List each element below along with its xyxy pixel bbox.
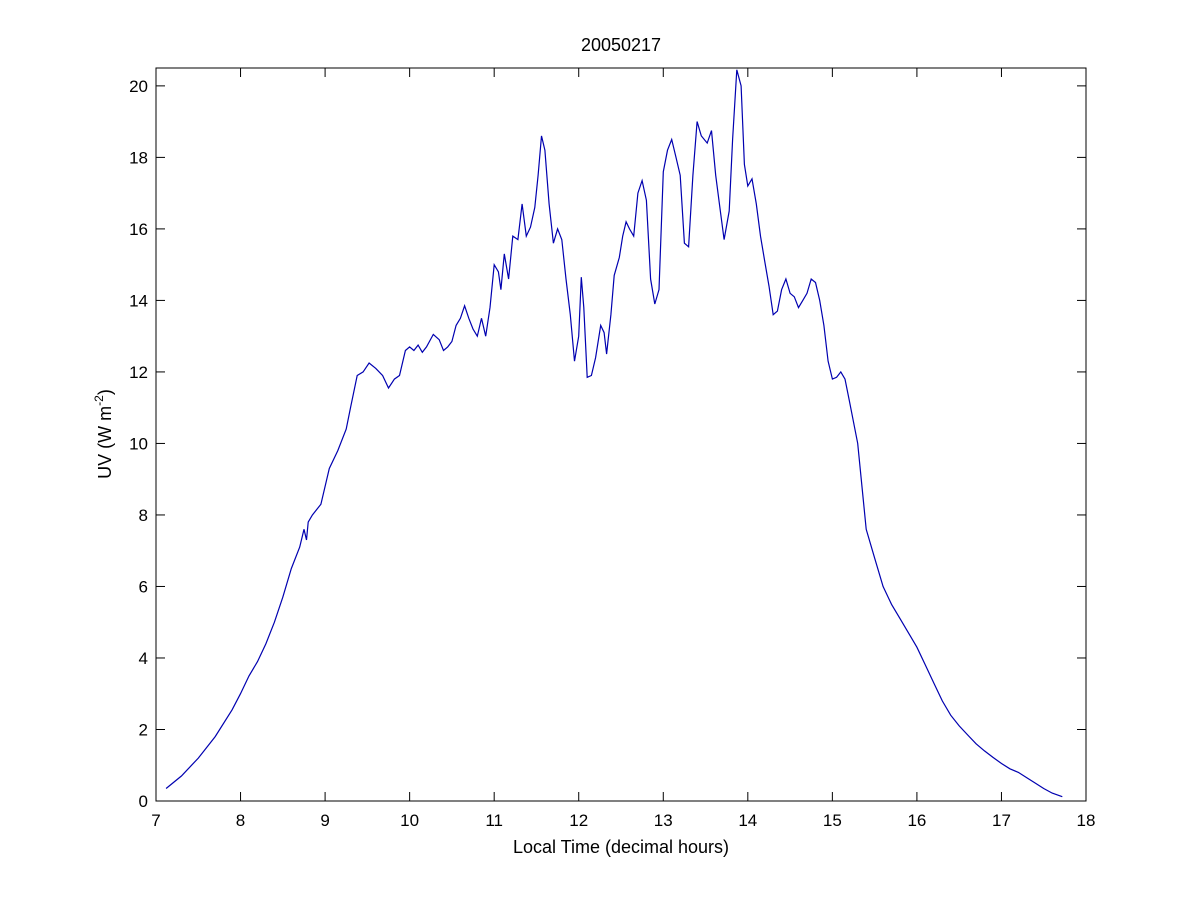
y-axis-label-close: ) [95, 389, 115, 395]
axis-ticks [155, 68, 1087, 802]
y-tick-label-8: 16 [129, 220, 148, 239]
y-tick-label-6: 12 [129, 363, 148, 382]
x-tick-label-3: 10 [400, 811, 419, 830]
x-tick-label-1: 8 [236, 811, 245, 830]
x-tick-label-6: 13 [654, 811, 673, 830]
y-tick-label-3: 6 [139, 577, 148, 596]
x-tick-labels: 7 8 9 10 11 12 13 14 15 16 17 18 [151, 811, 1095, 830]
y-axis-label-superscript: -2 [92, 395, 106, 406]
y-tick-label-4: 8 [139, 506, 148, 525]
x-tick-label-2: 9 [320, 811, 329, 830]
y-tick-label-1: 2 [139, 720, 148, 739]
y-tick-labels: 0 2 4 6 8 10 12 14 16 18 20 [129, 77, 148, 811]
y-tick-label-0: 0 [139, 792, 148, 811]
x-tick-label-5: 12 [569, 811, 588, 830]
plot-area [155, 67, 1087, 802]
x-tick-label-9: 16 [907, 811, 926, 830]
y-tick-label-9: 18 [129, 148, 148, 167]
chart-title: 20050217 [581, 35, 661, 55]
x-tick-label-0: 7 [151, 811, 160, 830]
y-tick-label-7: 14 [129, 291, 148, 310]
x-tick-label-4: 11 [485, 811, 503, 830]
y-tick-label-5: 10 [129, 434, 148, 453]
y-tick-label-2: 4 [139, 649, 148, 668]
x-axis-label: Local Time (decimal hours) [513, 837, 729, 857]
uv-series-line [165, 69, 1063, 798]
y-tick-label-10: 20 [129, 77, 148, 96]
y-axis-label-base: UV (W m [95, 406, 115, 479]
x-tick-label-11: 18 [1077, 811, 1096, 830]
x-tick-label-7: 14 [738, 811, 757, 830]
y-axis-label: UV (W m-2) [92, 389, 115, 479]
x-tick-label-10: 17 [992, 811, 1011, 830]
x-tick-label-8: 15 [823, 811, 842, 830]
